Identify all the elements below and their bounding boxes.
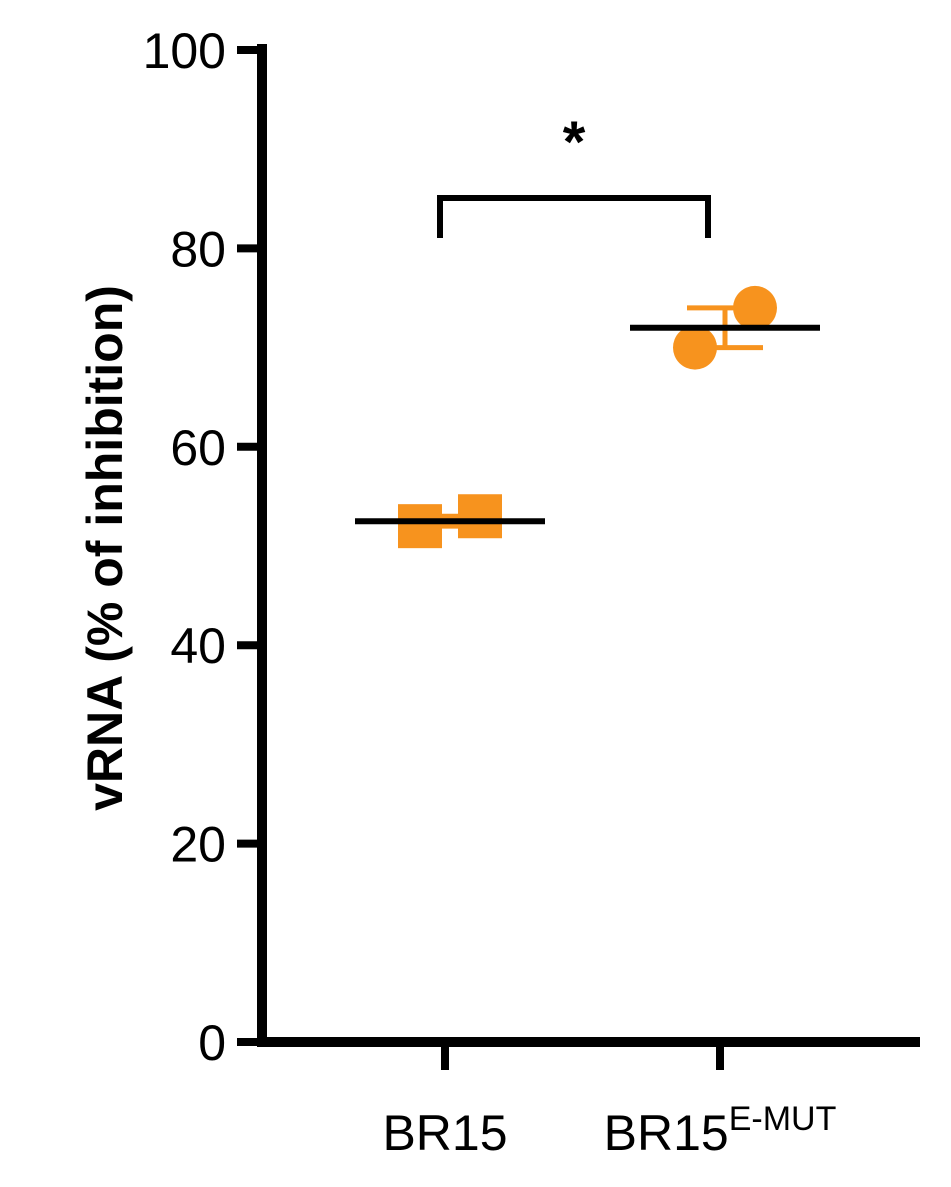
x-ticks: BR15 BR15E-MUT — [382, 1042, 836, 1161]
y-tick-label: 20 — [170, 817, 226, 873]
x-tick-label-base: BR15 — [382, 1105, 507, 1161]
y-tick-label: 80 — [170, 221, 226, 277]
significance-bracket: * — [437, 110, 711, 238]
x-tick-label: BR15E-MUT — [604, 1100, 837, 1161]
y-ticks: 0 20 40 60 80 100 — [143, 23, 262, 1071]
data-marks — [355, 285, 820, 549]
significance-label: * — [563, 110, 586, 175]
y-tick-label: 100 — [143, 23, 226, 79]
significance-line — [437, 195, 711, 238]
x-tick-label-base: BR15 — [604, 1105, 729, 1161]
y-axis: 0 20 40 60 80 100 — [143, 23, 267, 1071]
x-tick-label-superscript: E-MUT — [729, 1100, 837, 1138]
x-axis: BR15 BR15E-MUT — [257, 1037, 920, 1161]
x-tick-label: BR15 — [382, 1105, 507, 1161]
y-axis-title: vRNA (% of inhibition) — [77, 285, 133, 811]
y-tick-label: 40 — [170, 618, 226, 674]
y-tick-label: 60 — [170, 420, 226, 476]
y-tick-label: 0 — [198, 1015, 226, 1071]
